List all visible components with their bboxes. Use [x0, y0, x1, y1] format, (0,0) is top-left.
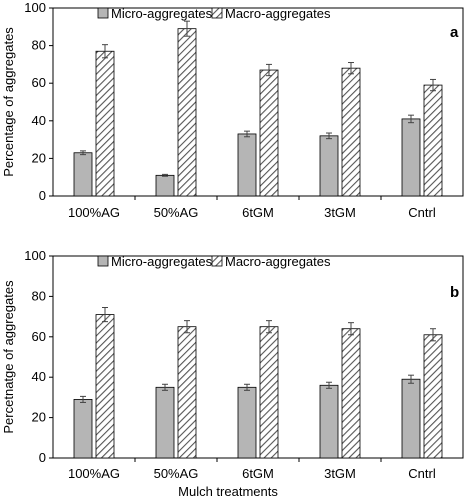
chart-panel-a: 0 20 40 60 80 100 Percentage of aggregates 100%…	[1, 0, 464, 220]
macro-aggregate-bar	[95, 50, 115, 197]
legend-label: Macro-aggregates	[225, 254, 331, 269]
y-axis-label: Percentage of aggregates	[1, 27, 16, 177]
plot-frame	[52, 255, 464, 459]
micro-aggregate-bar	[319, 384, 339, 459]
macro-aggregate-bar	[341, 328, 361, 459]
y-tick-label: 0	[39, 450, 46, 465]
x-category-label: 100%AG	[68, 466, 120, 481]
micro-aggregate-bar	[155, 174, 175, 197]
micro-aggregate-bar	[237, 386, 257, 459]
legend-label: Micro-aggregates	[111, 6, 213, 21]
x-category-label: 50%AG	[154, 466, 199, 481]
macro-aggregate-bar	[259, 326, 279, 459]
x-category-label: 100%AG	[68, 205, 120, 220]
y-tick-label: 20	[32, 150, 46, 165]
legend-label: Macro-aggregates	[225, 6, 331, 21]
micro-aggregate-bar	[155, 386, 175, 459]
micro-aggregate-bar	[237, 133, 257, 197]
chart-panel-b: 0 20 40 60 80 100 Percetnatge of aggregates 100…	[1, 248, 464, 499]
y-tick-label: 80	[32, 288, 46, 303]
y-tick-label: 100	[24, 0, 46, 15]
x-category-label: Cntrl	[408, 466, 436, 481]
y-tick-label: 100	[24, 248, 46, 263]
x-category-label: 3tGM	[324, 466, 356, 481]
y-tick-label: 80	[32, 38, 46, 53]
macro-aggregate-bar	[423, 84, 443, 197]
legend-swatch	[211, 255, 223, 267]
macro-aggregate-bar	[259, 69, 279, 197]
y-axis-label: Percetnatge of aggregates	[1, 280, 16, 434]
legend-label: Micro-aggregates	[111, 254, 213, 269]
y-tick-label: 60	[32, 329, 46, 344]
x-axis-label: Mulch treatments	[178, 484, 278, 499]
plot-frame	[52, 7, 464, 197]
x-category-label: 6tGM	[242, 205, 274, 220]
y-tick-label: 40	[32, 113, 46, 128]
macro-aggregate-bar	[177, 28, 197, 197]
panel-letter: b	[450, 284, 459, 301]
micro-aggregate-bar	[401, 118, 421, 197]
y-tick-label: 60	[32, 75, 46, 90]
y-tick-label: 40	[32, 369, 46, 384]
x-category-label: 6tGM	[242, 466, 274, 481]
micro-aggregate-bar	[73, 152, 93, 197]
macro-aggregate-bar	[341, 67, 361, 197]
y-tick-label: 0	[39, 188, 46, 203]
micro-aggregate-bar	[73, 399, 93, 459]
legend-swatch	[211, 7, 223, 19]
x-category-label: 3tGM	[324, 205, 356, 220]
micro-aggregate-bar	[401, 378, 421, 459]
micro-aggregate-bar	[319, 135, 339, 197]
panel-letter: a	[450, 24, 459, 41]
macro-aggregate-bar	[177, 326, 197, 459]
legend-swatch	[97, 7, 109, 19]
y-tick-label: 20	[32, 410, 46, 425]
macro-aggregate-bar	[95, 314, 115, 459]
legend-swatch	[97, 255, 109, 267]
macro-aggregate-bar	[423, 334, 443, 459]
x-category-label: 50%AG	[154, 205, 199, 220]
x-category-label: Cntrl	[408, 205, 436, 220]
